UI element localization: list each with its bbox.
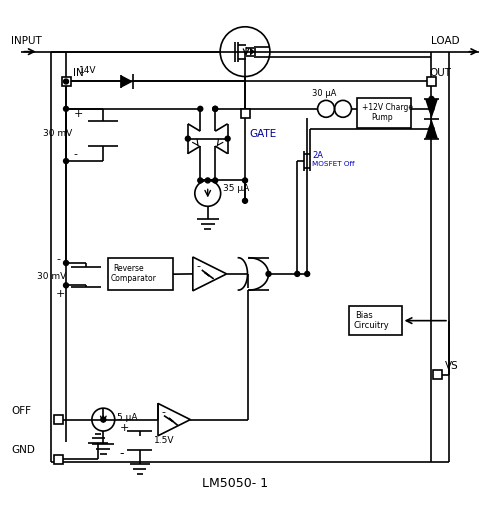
Text: +: + [74, 109, 83, 119]
Circle shape [212, 106, 218, 111]
Text: INPUT: INPUT [12, 36, 42, 46]
Text: 35 μA: 35 μA [222, 184, 249, 193]
Bar [433, 370, 442, 379]
Text: GATE: GATE [249, 128, 276, 139]
Bar [240, 109, 250, 118]
Bar [108, 258, 173, 291]
Text: 30 μA: 30 μA [312, 89, 336, 99]
Circle shape [186, 136, 190, 141]
Bar [357, 98, 410, 128]
Text: 1.5V: 1.5V [154, 436, 174, 445]
Text: MOSFET Off: MOSFET Off [312, 160, 354, 167]
Bar [427, 77, 436, 86]
Text: LOAD: LOAD [432, 36, 460, 46]
Bar [350, 306, 402, 335]
Text: OFF: OFF [12, 406, 32, 415]
Text: -: - [56, 254, 60, 265]
Text: Reverse: Reverse [114, 264, 144, 272]
Polygon shape [425, 119, 438, 139]
Text: -: - [74, 149, 78, 158]
Text: 2A: 2A [312, 151, 323, 159]
Text: -: - [197, 261, 201, 271]
Circle shape [225, 136, 230, 141]
Circle shape [304, 271, 310, 277]
Circle shape [206, 178, 210, 183]
Circle shape [64, 283, 68, 288]
Polygon shape [425, 99, 438, 119]
Text: VS: VS [445, 361, 458, 371]
Polygon shape [120, 75, 133, 88]
Polygon shape [250, 47, 255, 56]
Circle shape [212, 106, 218, 111]
Circle shape [242, 178, 248, 183]
Text: +: + [56, 289, 66, 299]
Circle shape [429, 126, 434, 131]
Circle shape [64, 158, 68, 164]
Text: LM5050- 1: LM5050- 1 [202, 477, 268, 490]
Text: IN: IN [74, 68, 84, 77]
Text: Comparator: Comparator [111, 273, 156, 283]
Circle shape [64, 106, 68, 111]
Circle shape [242, 198, 248, 203]
Text: +12V Charge: +12V Charge [362, 103, 413, 112]
Circle shape [212, 178, 218, 183]
Text: +: + [120, 423, 129, 432]
Circle shape [295, 271, 300, 277]
Circle shape [429, 96, 434, 101]
Text: 30 mV: 30 mV [42, 129, 72, 138]
Bar [54, 455, 63, 464]
Circle shape [64, 261, 68, 265]
Text: -: - [161, 407, 165, 416]
Circle shape [101, 417, 106, 422]
Circle shape [198, 106, 203, 111]
Text: Pump: Pump [371, 114, 392, 122]
Text: -: - [120, 447, 124, 460]
Text: Bias: Bias [356, 311, 373, 320]
Text: 5 μA: 5 μA [116, 413, 137, 422]
Text: 14V: 14V [78, 66, 96, 75]
Circle shape [64, 79, 68, 84]
Circle shape [429, 106, 434, 111]
Circle shape [266, 271, 271, 277]
Text: Circuitry: Circuitry [354, 321, 389, 330]
Bar [62, 77, 70, 86]
Circle shape [198, 178, 203, 183]
Text: OUT: OUT [429, 68, 451, 77]
Text: GND: GND [12, 445, 35, 456]
Text: 30 mV: 30 mV [37, 272, 66, 281]
Bar [54, 415, 63, 424]
